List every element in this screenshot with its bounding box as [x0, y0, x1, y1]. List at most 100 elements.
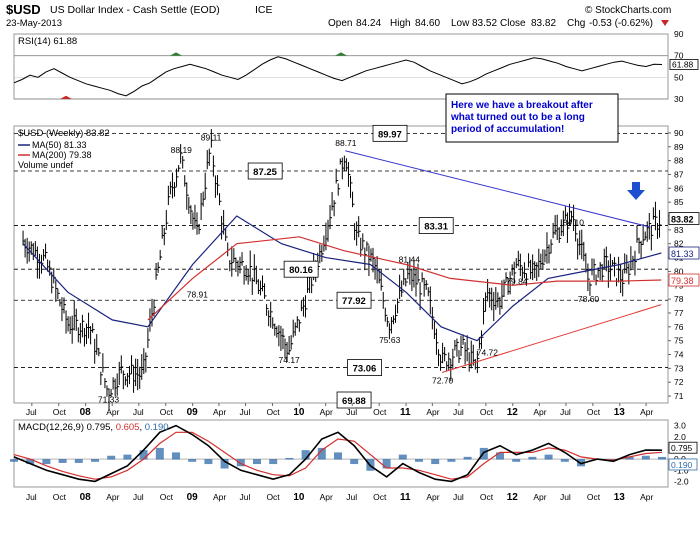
ma200-line — [147, 236, 662, 321]
macd-x-tick-label: Jul — [346, 492, 357, 502]
boxed-level-label: 89.97 — [378, 129, 402, 140]
macd-label-part: , — [139, 422, 144, 433]
macd-histogram-bar — [91, 459, 99, 462]
exchange: ICE — [255, 4, 273, 16]
macd-x-tick-label: 13 — [614, 492, 626, 503]
price-y-tick-label: 71 — [674, 391, 684, 401]
down-triangle-icon — [661, 20, 669, 26]
macd-x-tick-label: Oct — [53, 492, 67, 502]
watermark: © StockCharts.com — [585, 5, 671, 16]
macd-histogram-bar — [415, 459, 423, 462]
macd-histogram-bar — [544, 454, 553, 460]
price-x-tick-label: Apr — [320, 407, 333, 417]
macd-histogram-bar — [139, 450, 148, 460]
macd-histogram-bar — [188, 459, 197, 462]
macd-x-tick-label: Jul — [560, 492, 571, 502]
price-x-tick-label: Jul — [560, 407, 571, 417]
macd-histogram-bar — [26, 459, 35, 465]
boxed-level — [283, 260, 319, 278]
macd-x-tick-label: 12 — [507, 492, 519, 503]
macd-label: MACD(12,26,9) 0.795, 0.605, 0.190 — [18, 422, 169, 433]
price-x-tick-label: Apr — [640, 407, 653, 417]
macd-histogram-bar — [447, 459, 456, 462]
rsi-tick-label: 50 — [674, 72, 684, 82]
macd-x-tick-label: Apr — [426, 492, 439, 502]
red-trendline — [441, 304, 662, 374]
macd-histogram-bar — [317, 447, 326, 460]
price-x-tick-label: 13 — [614, 407, 626, 418]
macd-histogram-bar — [220, 459, 229, 469]
chg-value: -0.53 (-0.62%) — [589, 18, 653, 29]
macd-label-part: 0.190 — [145, 422, 169, 433]
price-annotation: 89.11 — [201, 132, 222, 142]
callout-line: Here we have a breakout after — [451, 100, 593, 111]
low-value: 83.52 — [472, 18, 497, 29]
price-x-tick-label: Jul — [26, 407, 37, 417]
last-value-label: 83.82 — [671, 215, 694, 225]
high-value: 84.60 — [415, 18, 440, 29]
price-y-tick-label: 76 — [674, 322, 684, 332]
price-x-tick-label: Oct — [480, 407, 494, 417]
price-x-tick-label: 10 — [293, 407, 305, 418]
price-x-tick-label: Apr — [106, 407, 119, 417]
macd-tick-label: -2.0 — [674, 476, 689, 486]
callout-box — [445, 93, 619, 143]
price-x-tick-label: Apr — [533, 407, 546, 417]
price-annotation: 74.72 — [477, 348, 499, 358]
macd-histogram-bar — [301, 450, 310, 460]
boxed-level — [336, 391, 372, 409]
volume-legend: Volume undef — [18, 160, 74, 170]
price-y-tick-label: 73 — [674, 363, 684, 373]
macd-last-value: 0.190 — [671, 460, 693, 470]
price-annotation: 78.60 — [578, 294, 600, 304]
price-annotation: 72.70 — [432, 376, 454, 386]
rsi-label: RSI(14) 61.88 — [18, 36, 77, 47]
price-x-tick-label: Oct — [373, 407, 387, 417]
macd-histogram-bar — [560, 459, 569, 462]
ma50-line — [22, 215, 662, 342]
macd-x-tick-label: Apr — [320, 492, 333, 502]
price-y-tick-label: 83 — [674, 225, 684, 235]
macd-label-part: 0.605 — [116, 422, 140, 433]
macd-histogram-bar — [155, 447, 164, 460]
macd-histogram-bar — [107, 455, 116, 460]
low-label: Low — [451, 18, 470, 29]
down-arrow-icon — [627, 182, 645, 200]
last-value-box — [668, 246, 700, 260]
close-value: 83.82 — [531, 18, 556, 29]
macd-histogram-bar — [658, 456, 666, 460]
macd-histogram-bar — [512, 459, 521, 462]
price-y-tick-label: 90 — [674, 128, 684, 138]
macd-histogram-bar — [172, 452, 180, 460]
header: $USD US Dollar Index - Cash Settle (EOD)… — [6, 2, 671, 29]
price-frame — [13, 125, 669, 404]
rsi-line — [13, 56, 663, 97]
price-y-tick-label: 87 — [674, 169, 684, 179]
macd-histogram-bar — [285, 457, 294, 460]
price-y-tick-label: 86 — [674, 183, 684, 193]
price-annotation: 71.33 — [98, 395, 120, 405]
macd-x-tick-label: Jul — [26, 492, 37, 502]
close-label: Close — [500, 18, 526, 29]
rsi-tick-label: 30 — [674, 94, 684, 104]
macd-line — [13, 424, 663, 483]
price-annotation: 88.71 — [335, 138, 357, 148]
rsi-tick-label: 70 — [674, 51, 684, 61]
price-x-tick-label: Oct — [160, 407, 174, 417]
macd-histogram-bar — [528, 456, 537, 460]
blue-trendline — [345, 150, 651, 228]
last-value-label: 79.38 — [671, 276, 694, 286]
price-y-tick-label: 72 — [674, 377, 684, 387]
boxed-level — [347, 359, 382, 376]
callout-line: period of accumulation! — [451, 124, 564, 135]
last-value-box — [668, 273, 700, 287]
macd-x-tick-label: Oct — [373, 492, 387, 502]
boxed-level — [418, 217, 454, 234]
macd-histogram-bar — [236, 459, 245, 467]
price-x-tick-label: Apr — [213, 407, 226, 417]
boxed-level-label: 77.92 — [342, 296, 366, 307]
macd-histogram-bar — [463, 456, 472, 460]
price-x-tick-label: 08 — [80, 407, 92, 418]
macd-x-tick-label: Apr — [213, 492, 226, 502]
